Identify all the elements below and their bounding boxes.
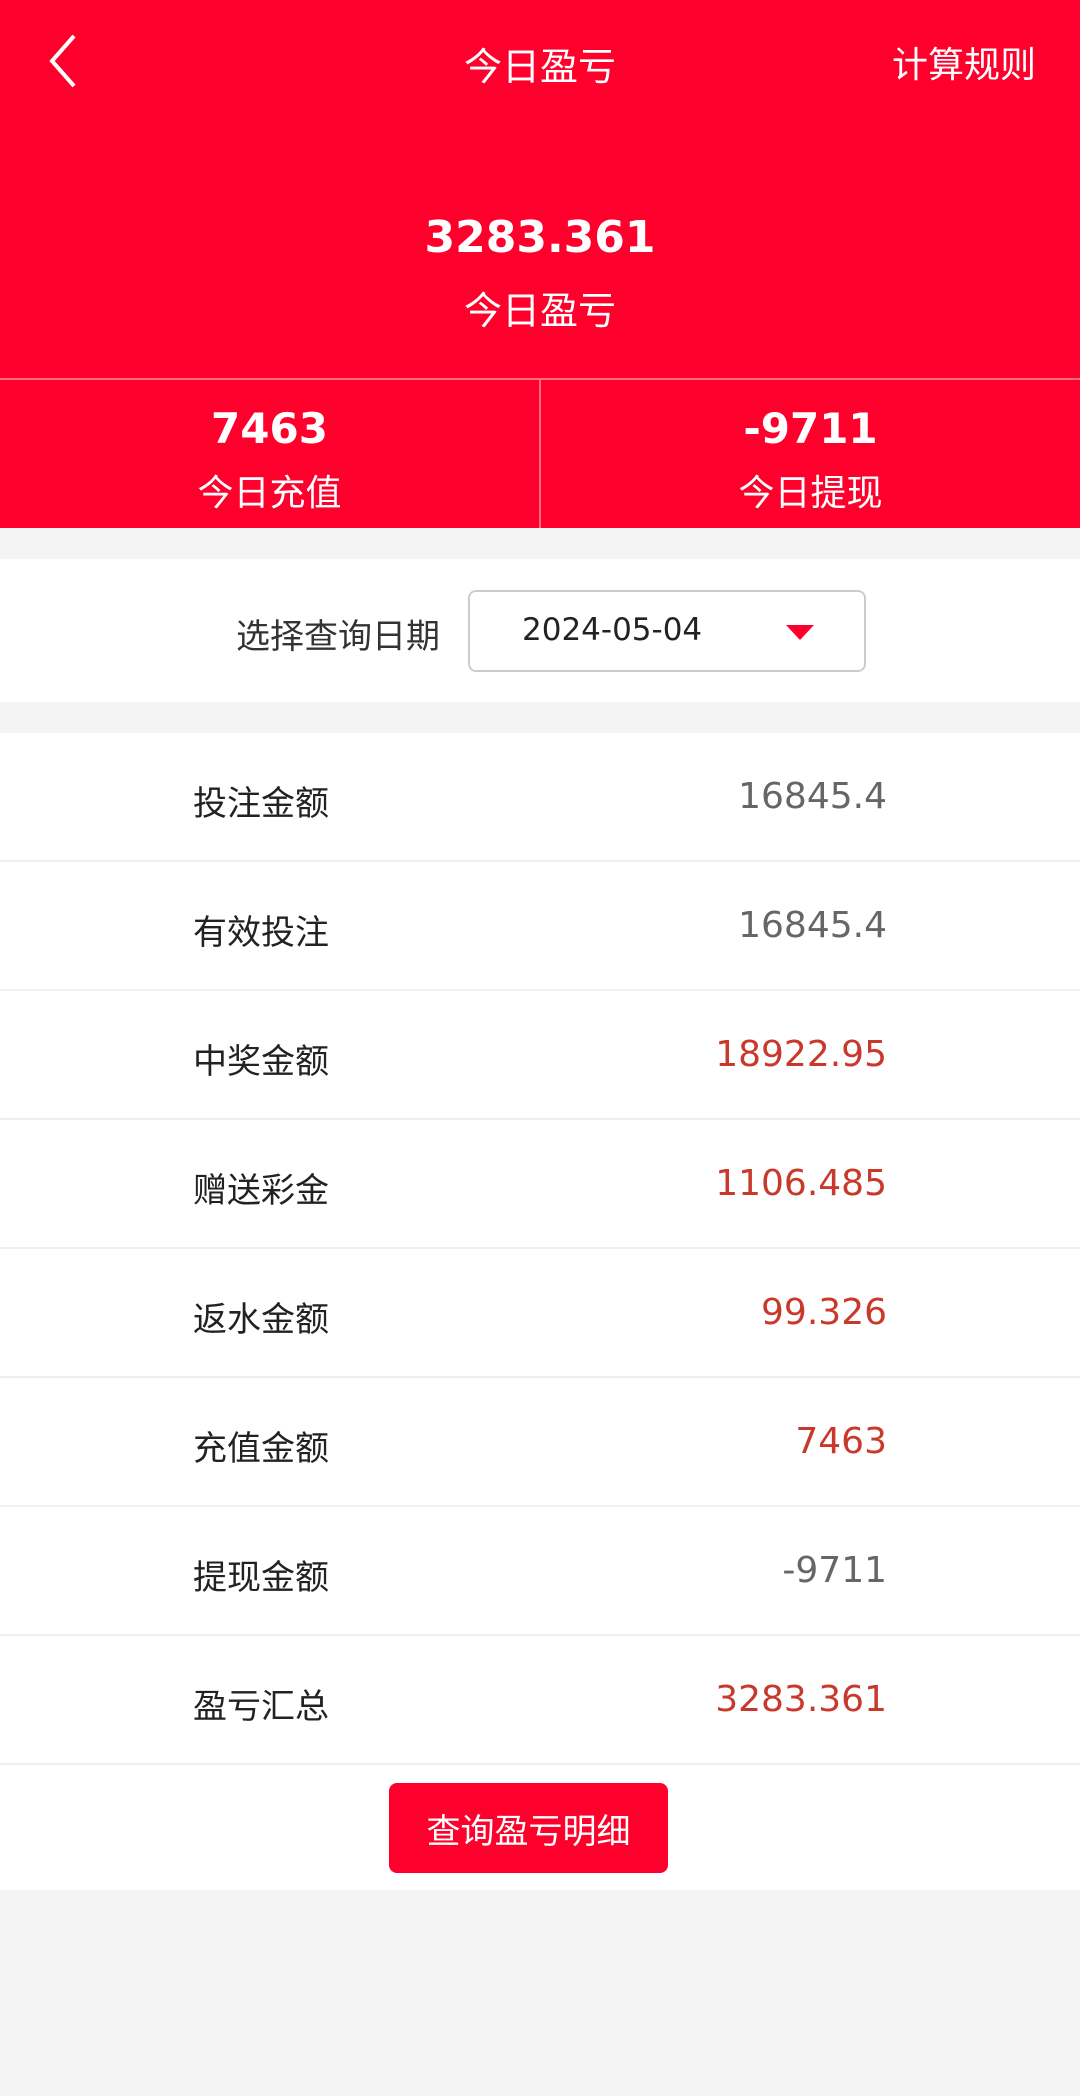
date-filter-row: 选择查询日期 2024-05-04 <box>0 559 1080 702</box>
item-label: 盈亏汇总 <box>193 1687 329 1727</box>
chevron-left-icon <box>49 34 76 88</box>
stat-label: 今日提现 <box>738 473 883 514</box>
stat-label: 今日充值 <box>197 473 342 514</box>
list-item: 返水金额 99.326 <box>0 1249 1080 1378</box>
stat-value: -9711 <box>743 404 878 453</box>
item-label: 有效投注 <box>193 913 329 953</box>
item-value: 16845.4 <box>738 776 887 817</box>
item-label: 充值金额 <box>193 1429 329 1469</box>
item-label: 赠送彩金 <box>193 1171 329 1211</box>
date-select-value: 2024-05-04 <box>522 612 703 648</box>
item-label: 返水金额 <box>193 1300 329 1340</box>
list-item: 有效投注 16845.4 <box>0 862 1080 991</box>
item-value: 99.326 <box>761 1292 887 1333</box>
stat-deposit: 7463 今日充值 <box>0 380 539 528</box>
list-item: 提现金额 -9711 <box>0 1507 1080 1636</box>
date-filter-label: 选择查询日期 <box>236 617 440 657</box>
list-item: 中奖金额 18922.95 <box>0 991 1080 1120</box>
item-label: 中奖金额 <box>193 1042 329 1082</box>
query-detail-button[interactable]: 查询盈亏明细 <box>389 1783 668 1873</box>
button-area: 查询盈亏明细 <box>0 1765 1080 1890</box>
caret-down-icon <box>786 625 814 640</box>
today-profit-value: 3283.361 <box>424 212 656 263</box>
item-value: 1106.485 <box>715 1163 887 1204</box>
summary-list: 投注金额 16845.4 有效投注 16845.4 中奖金额 18922.95 赠送彩金 11… <box>0 733 1080 1890</box>
today-profit-label: 今日盈亏 <box>463 289 616 333</box>
stat-withdraw: -9711 今日提现 <box>539 380 1080 528</box>
stat-value: 7463 <box>211 404 328 453</box>
item-value: 18922.95 <box>715 1034 887 1075</box>
calculation-rules-link[interactable]: 计算规则 <box>891 45 1036 86</box>
list-item: 盈亏汇总 3283.361 <box>0 1636 1080 1765</box>
list-item: 赠送彩金 1106.485 <box>0 1120 1080 1249</box>
list-item: 投注金额 16845.4 <box>0 733 1080 862</box>
header: 今日盈亏 计算规则 3283.361 今日盈亏 7463 今日充值 -9711 … <box>0 0 1080 528</box>
item-value: 16845.4 <box>738 905 887 946</box>
stats-bar: 7463 今日充值 -9711 今日提现 <box>0 378 1080 528</box>
item-value: -9711 <box>782 1550 887 1591</box>
list-item: 充值金额 7463 <box>0 1378 1080 1507</box>
item-label: 投注金额 <box>193 784 329 824</box>
date-select[interactable]: 2024-05-04 <box>468 590 866 672</box>
back-button[interactable] <box>40 30 90 90</box>
item-value: 7463 <box>795 1421 887 1462</box>
item-value: 3283.361 <box>715 1679 887 1720</box>
page-title: 今日盈亏 <box>463 45 616 89</box>
item-label: 提现金额 <box>193 1558 329 1598</box>
